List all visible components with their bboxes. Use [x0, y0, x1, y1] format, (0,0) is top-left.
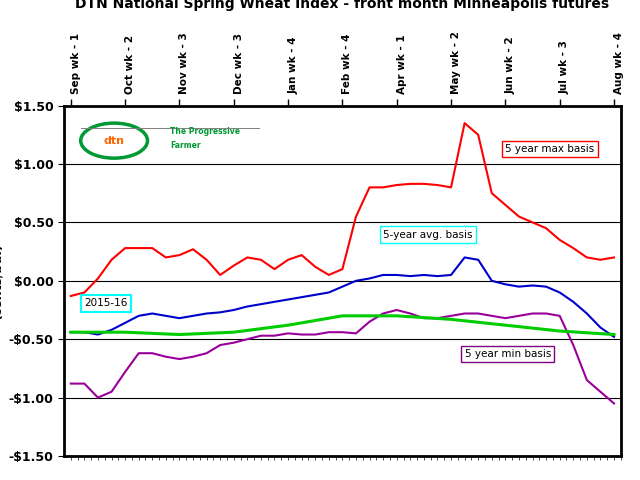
Text: 2015-16: 2015-16 [84, 299, 128, 309]
Text: 5 year max basis: 5 year max basis [506, 144, 595, 154]
Text: 5-year avg. basis: 5-year avg. basis [383, 229, 473, 240]
Text: The Progressive: The Progressive [170, 127, 240, 136]
Text: Farmer: Farmer [170, 142, 200, 150]
Ellipse shape [81, 123, 147, 158]
Title: National Average Spring Wheat Basis
DTN National Spring Wheat Index - front mont: National Average Spring Wheat Basis DTN … [76, 0, 609, 12]
Text: 5 year min basis: 5 year min basis [465, 348, 551, 359]
Y-axis label: (cents/bu.): (cents/bu.) [0, 242, 3, 319]
Text: dtn: dtn [104, 136, 125, 145]
